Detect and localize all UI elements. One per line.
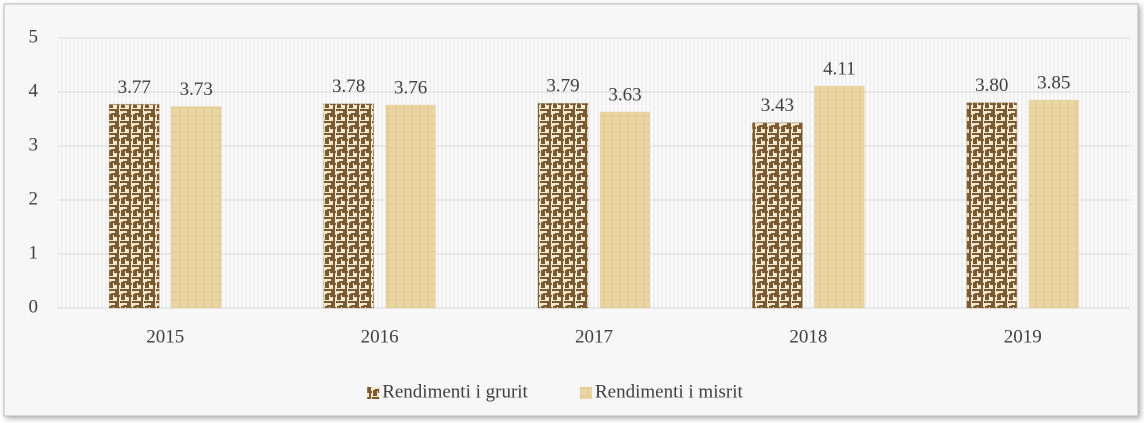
data-label: 3.79 — [546, 76, 579, 97]
x-tick-label: 2019 — [1004, 326, 1042, 347]
data-label: 3.78 — [332, 76, 365, 97]
y-tick-label: 2 — [29, 188, 39, 209]
y-tick-label: 4 — [29, 80, 39, 101]
y-tick-label: 5 — [29, 26, 39, 47]
data-label: 3.76 — [394, 77, 427, 98]
x-tick-label: 2015 — [146, 326, 184, 347]
bar — [323, 103, 375, 309]
bar — [813, 85, 865, 309]
bar — [385, 104, 437, 309]
plot-area — [58, 38, 1130, 308]
bar — [1028, 99, 1080, 309]
bar — [170, 106, 222, 309]
bar — [599, 111, 651, 309]
y-tick-label: 3 — [29, 134, 39, 155]
bar — [966, 102, 1018, 309]
data-label: 3.63 — [608, 84, 641, 105]
legend-label: Rendimenti i grurit — [382, 381, 528, 402]
data-label: 3.80 — [975, 75, 1008, 96]
legend-swatch — [367, 387, 380, 399]
x-tick-label: 2016 — [361, 326, 399, 347]
data-label: 4.11 — [823, 58, 856, 79]
legend-label: Rendimenti i misrit — [595, 381, 743, 402]
x-tick-label: 2018 — [789, 326, 827, 347]
x-tick-label: 2017 — [575, 326, 613, 347]
data-label: 3.77 — [118, 77, 151, 98]
bar — [751, 122, 803, 309]
y-tick-label: 1 — [29, 242, 39, 263]
y-tick-label: 0 — [29, 296, 39, 317]
bar — [537, 102, 589, 309]
bar — [108, 103, 160, 309]
data-label: 3.73 — [180, 79, 213, 100]
data-label: 3.43 — [761, 95, 794, 116]
legend-swatch — [580, 387, 592, 399]
data-label: 3.85 — [1037, 72, 1070, 93]
